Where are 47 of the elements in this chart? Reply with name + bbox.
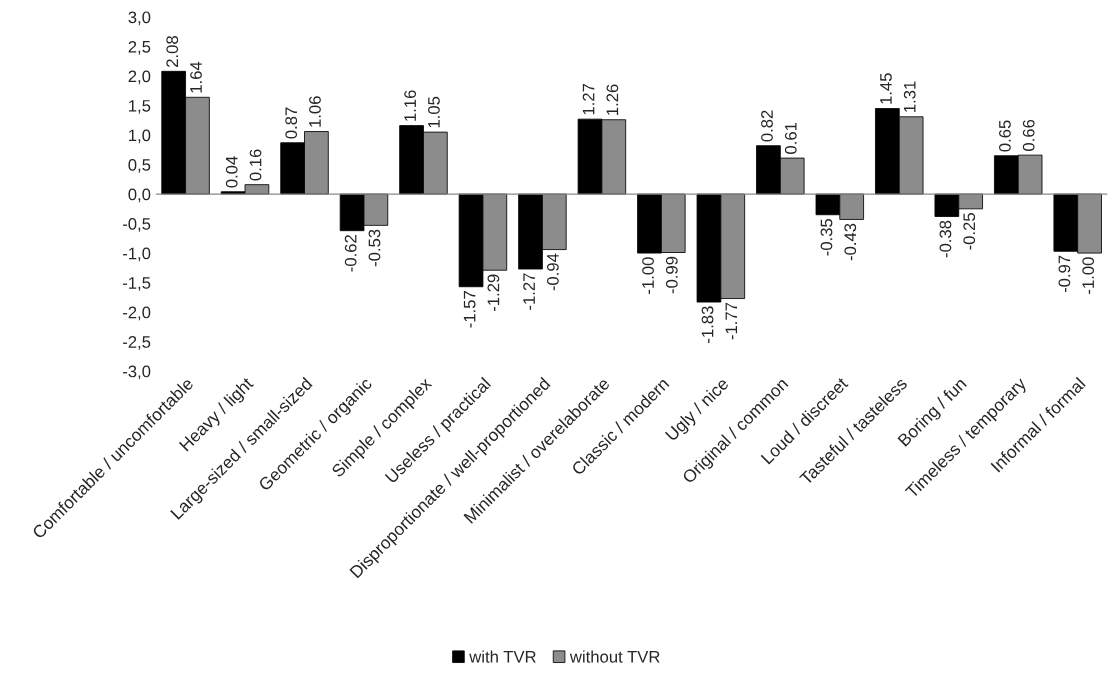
y-tick-label: -1,5	[122, 277, 151, 291]
y-tick-label: 1,0	[129, 129, 151, 144]
data-label: 1.31	[903, 81, 916, 112]
legend-label: with TVR	[469, 650, 536, 663]
data-label: -0.94	[546, 253, 559, 291]
y-tick-label: 3,0	[128, 11, 151, 26]
data-label: 0.66	[1022, 119, 1035, 151]
y-tick-label: -0,5	[122, 218, 151, 232]
data-label: -1.83	[701, 306, 714, 343]
data-label: -1.77	[725, 302, 738, 340]
data-label: -1.00	[1082, 257, 1095, 294]
data-label: -1.27	[523, 273, 535, 310]
data-label: 1.26	[606, 84, 619, 115]
y-tick-label: 1,5	[129, 100, 151, 114]
y-tick-label: 2,5	[128, 40, 151, 55]
data-label: 1.45	[880, 73, 892, 104]
y-tick-label: -2,5	[122, 336, 151, 350]
data-label: -1.57	[463, 291, 476, 328]
data-label: -0.43	[844, 223, 857, 261]
data-label: 2.08	[166, 36, 179, 67]
data-label: 0.16	[249, 149, 262, 181]
data-label: 1.16	[404, 90, 417, 121]
data-label: -0.99	[665, 256, 678, 294]
data-label: 0.65	[999, 120, 1011, 152]
data-label: 0.04	[225, 156, 238, 188]
y-tick-label: -3,0	[122, 365, 151, 380]
data-label: 1.05	[428, 96, 440, 128]
data-label: -0.97	[1058, 255, 1071, 293]
data-label: 1.06	[309, 96, 321, 127]
data-label: -1.29	[487, 274, 500, 312]
data-label: 1.64	[190, 61, 202, 93]
y-tick-label: -2,0	[122, 306, 151, 321]
data-label: -1.00	[642, 257, 654, 294]
legend-label: without TVR	[569, 650, 660, 663]
data-label: 1.27	[582, 83, 595, 115]
y-tick-label: 0,5	[128, 158, 151, 173]
y-tick-label: 2,0	[128, 70, 151, 85]
data-label: -0.38	[939, 220, 952, 258]
y-tick-label: -1,0	[122, 247, 151, 262]
data-label: -0.35	[820, 218, 833, 256]
data-label: 0.82	[761, 110, 773, 142]
data-label: -0.25	[963, 213, 976, 250]
data-label: 0.61	[784, 122, 797, 154]
y-tick-label: 0,0	[128, 188, 151, 203]
data-label: 0.87	[285, 107, 298, 139]
data-label: -0.53	[368, 229, 381, 267]
data-label: -0.62	[344, 235, 357, 272]
